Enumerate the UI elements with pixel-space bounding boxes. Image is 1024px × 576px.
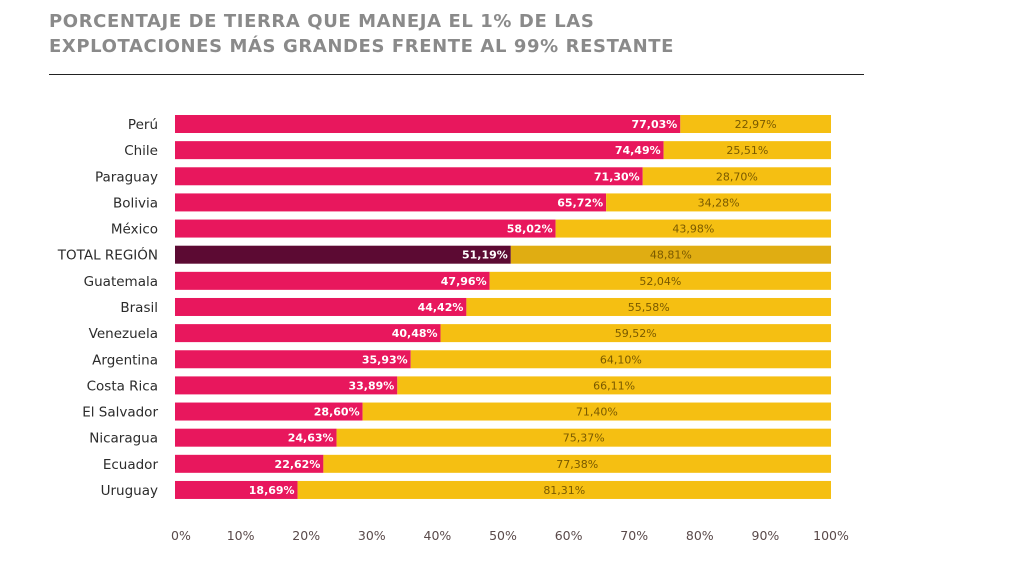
- x-tick-label: 90%: [752, 528, 780, 543]
- category-label: Venezuela: [89, 326, 158, 342]
- x-tick-label: 0%: [171, 528, 191, 543]
- bar-top1-segment: [175, 324, 441, 343]
- bar-top1-segment: [175, 219, 556, 238]
- data-label-rest99: 71,40%: [576, 406, 618, 419]
- x-tick-label: 50%: [489, 528, 517, 543]
- bar-top1-segment: [175, 350, 411, 369]
- data-label-top1: 33,89%: [348, 379, 394, 392]
- data-label-top1: 74,49%: [615, 144, 661, 157]
- category-label: El Salvador: [82, 405, 158, 421]
- chart-title-line-1: PORCENTAJE DE TIERRA QUE MANEJA EL 1% DE…: [49, 11, 595, 32]
- data-label-top1: 18,69%: [249, 484, 295, 497]
- bar-rest99-segment: [510, 245, 831, 264]
- chart-title: PORCENTAJE DE TIERRA QUE MANEJA EL 1% DE…: [49, 9, 849, 59]
- bar-rest99-segment: [642, 167, 831, 186]
- category-label: Costa Rica: [87, 378, 158, 394]
- category-label: Nicaragua: [89, 431, 158, 447]
- data-label-top1: 77,03%: [631, 118, 677, 131]
- bar-rest99-segment: [440, 324, 831, 343]
- x-tick-label: 30%: [358, 528, 386, 543]
- chart-title-line-2: EXPLOTACIONES MÁS GRANDES FRENTE AL 99% …: [49, 36, 675, 57]
- x-tick-label: 10%: [227, 528, 255, 543]
- data-label-rest99: 43,98%: [672, 223, 714, 236]
- bar-rest99-segment: [466, 297, 831, 316]
- data-label-rest99: 28,70%: [716, 170, 758, 183]
- data-label-top1: 71,30%: [594, 170, 640, 183]
- data-label-rest99: 25,51%: [726, 144, 768, 157]
- bar-top1-segment: [175, 245, 511, 264]
- bar-top1-segment: [175, 141, 664, 160]
- data-label-rest99: 59,52%: [615, 327, 657, 340]
- data-label-top1: 51,19%: [462, 249, 508, 262]
- title-divider: [49, 74, 864, 75]
- bar-top1-segment: [175, 454, 324, 473]
- data-label-rest99: 52,04%: [639, 275, 681, 288]
- bar-rest99-segment: [489, 271, 831, 290]
- bar-rest99-segment: [362, 402, 831, 421]
- x-tick-label: 60%: [555, 528, 583, 543]
- bar-rest99-segment: [555, 219, 831, 238]
- data-label-rest99: 77,38%: [556, 458, 598, 471]
- data-label-rest99: 81,31%: [543, 484, 585, 497]
- category-label: México: [111, 222, 158, 238]
- bar-rest99-segment: [336, 428, 831, 447]
- bar-top1-segment: [175, 428, 337, 447]
- data-label-top1: 44,42%: [418, 301, 464, 314]
- data-label-top1: 65,72%: [557, 196, 603, 209]
- category-label: Argentina: [92, 352, 158, 368]
- bar-top1-segment: [175, 271, 490, 290]
- bar-top1-segment: [175, 115, 681, 133]
- data-label-rest99: 55,58%: [628, 301, 670, 314]
- bar-rest99-segment: [606, 193, 831, 212]
- data-label-rest99: 64,10%: [600, 353, 642, 366]
- bar-rest99-segment: [323, 454, 831, 473]
- bar-rest99-segment: [410, 350, 831, 369]
- bar-top1-segment: [175, 297, 467, 316]
- bar-top1-segment: [175, 167, 643, 186]
- category-label: Guatemala: [84, 274, 158, 290]
- category-label: TOTAL REGIÓN: [57, 246, 158, 264]
- x-tick-label: 80%: [686, 528, 714, 543]
- data-label-top1: 35,93%: [362, 353, 408, 366]
- bar-top1-segment: [175, 376, 398, 395]
- data-label-top1: 22,62%: [275, 458, 321, 471]
- data-label-rest99: 22,97%: [735, 118, 777, 131]
- data-label-top1: 28,60%: [314, 406, 360, 419]
- bar-top1-segment: [175, 402, 363, 421]
- bar-rest99-segment: [663, 141, 831, 160]
- category-label: Perú: [128, 117, 158, 133]
- category-label: Chile: [124, 143, 158, 159]
- category-label: Uruguay: [101, 483, 158, 499]
- bar-rest99-segment: [397, 376, 831, 395]
- data-label-top1: 58,02%: [507, 223, 553, 236]
- category-label: Bolivia: [113, 195, 158, 211]
- category-label: Paraguay: [95, 169, 158, 185]
- data-label-rest99: 48,81%: [650, 249, 692, 262]
- bar-top1-segment: [175, 480, 298, 499]
- data-label-rest99: 66,11%: [593, 379, 635, 392]
- category-label: Ecuador: [103, 457, 159, 473]
- data-label-rest99: 75,37%: [563, 432, 605, 445]
- x-tick-label: 40%: [424, 528, 452, 543]
- category-label: Brasil: [120, 300, 158, 316]
- data-label-top1: 24,63%: [288, 432, 334, 445]
- x-tick-label: 20%: [292, 528, 320, 543]
- data-label-top1: 40,48%: [392, 327, 438, 340]
- bar-rest99-segment: [297, 480, 831, 499]
- bar-top1-segment: [175, 193, 607, 212]
- data-label-top1: 47,96%: [441, 275, 487, 288]
- x-tick-label: 100%: [813, 528, 849, 543]
- data-label-rest99: 34,28%: [698, 196, 740, 209]
- bar-rest99-segment: [680, 115, 831, 133]
- x-tick-label: 70%: [620, 528, 648, 543]
